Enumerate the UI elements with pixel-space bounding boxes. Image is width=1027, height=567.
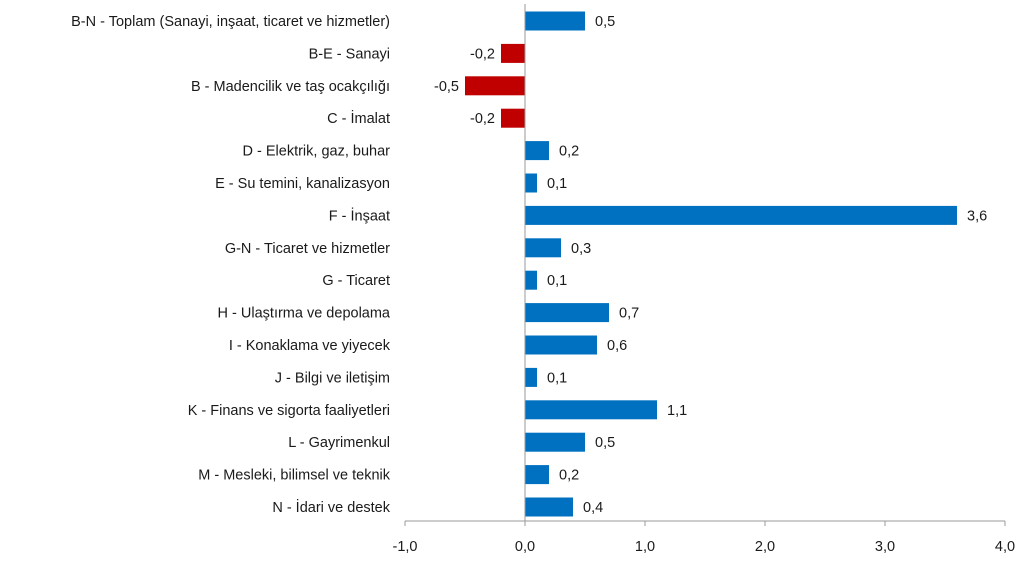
x-tick-label: 4,0 <box>995 539 1015 555</box>
value-label: -0,2 <box>470 111 495 127</box>
bar <box>525 141 549 161</box>
x-axis-ticks: -1,0 0,0 1,0 2,0 3,0 4,0 <box>393 521 1015 555</box>
category-label: F - İnşaat <box>329 206 390 224</box>
bars-layer <box>465 11 957 517</box>
category-label: M - Mesleki, bilimsel ve teknik <box>198 468 391 484</box>
value-label: 0,2 <box>559 468 579 484</box>
value-label: 3,6 <box>967 208 987 224</box>
category-label: D - Elektrik, gaz, buhar <box>243 144 391 160</box>
bar <box>525 270 537 290</box>
x-tick-label: -1,0 <box>393 539 418 555</box>
bar <box>501 108 525 128</box>
bar <box>465 76 525 96</box>
category-label: B-N - Toplam (Sanayi, inşaat, ticaret ve… <box>71 14 390 30</box>
bar <box>525 11 585 31</box>
bar <box>525 335 597 355</box>
category-label: G - Ticaret <box>322 273 390 289</box>
category-labels: B-N - Toplam (Sanayi, inşaat, ticaret ve… <box>71 14 391 516</box>
bar <box>525 367 537 387</box>
bar <box>525 497 573 517</box>
category-label: B - Madencilik ve taş ocakçılığı <box>191 79 390 95</box>
bar <box>525 400 657 420</box>
category-label: K - Finans ve sigorta faaliyetleri <box>188 403 390 419</box>
value-label: -0,5 <box>434 79 459 95</box>
category-label: E - Su temini, kanalizasyon <box>215 176 390 192</box>
category-label: J - Bilgi ve iletişim <box>275 370 390 386</box>
bar <box>501 43 525 63</box>
value-label: 0,4 <box>583 500 603 516</box>
value-label: 0,5 <box>595 14 615 30</box>
x-tick-label: 1,0 <box>635 539 655 555</box>
value-label: 1,1 <box>667 403 687 419</box>
value-label: 0,5 <box>595 435 615 451</box>
value-label: 0,1 <box>547 176 567 192</box>
category-label: H - Ulaştırma ve depolama <box>218 306 391 322</box>
category-label: N - İdari ve destek <box>272 498 390 516</box>
value-label: 0,7 <box>619 306 639 322</box>
value-label: 0,6 <box>607 338 627 354</box>
bar <box>525 303 609 323</box>
category-label: G-N - Ticaret ve hizmetler <box>225 241 390 257</box>
category-label: L - Gayrimenkul <box>288 435 390 451</box>
value-label: 0,1 <box>547 370 567 386</box>
category-label: C - İmalat <box>327 109 390 127</box>
x-tick-label: 2,0 <box>755 539 775 555</box>
value-label: 0,2 <box>559 144 579 160</box>
x-tick-label: 3,0 <box>875 539 895 555</box>
category-label: I - Konaklama ve yiyecek <box>229 338 391 354</box>
category-label: B-E - Sanayi <box>309 46 390 62</box>
value-label: -0,2 <box>470 46 495 62</box>
bar <box>525 432 585 452</box>
bar <box>525 465 549 485</box>
bar <box>525 173 537 193</box>
value-label: 0,3 <box>571 241 591 257</box>
x-tick-label: 0,0 <box>515 539 535 555</box>
value-label: 0,1 <box>547 273 567 289</box>
value-labels: 0,5-0,2-0,5-0,20,20,13,60,30,10,70,60,11… <box>434 14 987 516</box>
bar <box>525 205 957 225</box>
bar <box>525 238 561 258</box>
